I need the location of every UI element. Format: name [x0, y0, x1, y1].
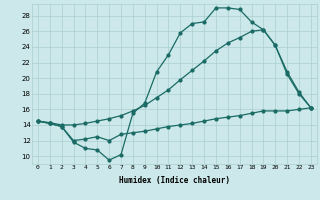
X-axis label: Humidex (Indice chaleur): Humidex (Indice chaleur): [119, 176, 230, 185]
